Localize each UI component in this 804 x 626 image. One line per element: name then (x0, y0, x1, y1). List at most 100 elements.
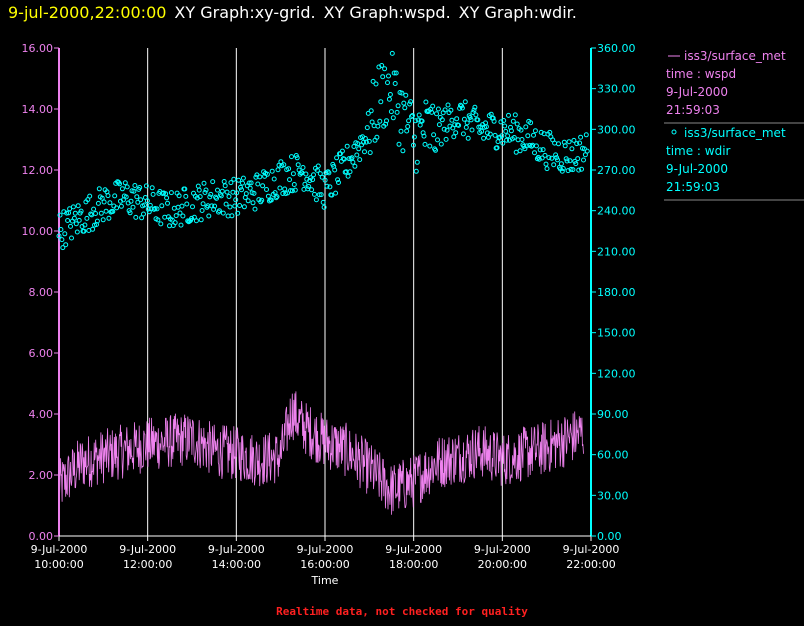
wdir-point (433, 147, 438, 153)
wdir-point (519, 137, 525, 142)
wdir-point (288, 188, 293, 194)
wdir-point (385, 80, 390, 86)
wdir-point (559, 168, 565, 174)
wdir-point (141, 211, 146, 217)
x-tick-label-time: 22:00:00 (566, 558, 615, 571)
right-tick-label: 210.00 (597, 245, 636, 258)
wdir-point (563, 156, 569, 162)
wdir-point (434, 111, 439, 117)
wdir-point (465, 135, 471, 141)
x-tick-label-time: 20:00:00 (478, 558, 527, 571)
wdir-point (137, 185, 143, 190)
wdir-point (495, 139, 501, 145)
wdir-point (210, 179, 216, 185)
wdir-point (239, 187, 244, 193)
wdir-point (307, 178, 313, 184)
wdir-point (105, 193, 111, 199)
wdir-point (91, 206, 97, 212)
wdir-point (574, 141, 580, 147)
wdir-point (514, 121, 520, 127)
legend-text-line: time : wspd (666, 67, 736, 81)
wdir-point (461, 116, 467, 122)
wdir-point (417, 122, 423, 128)
wdir-point (568, 166, 574, 172)
wdir-point (569, 146, 575, 152)
wdir-point (451, 134, 457, 140)
wdir-point (349, 155, 355, 161)
tick-labels: 9-Jul-2000 10:00:00 9-Jul-2000 12:00:00 9-Ju… (22, 42, 636, 587)
legend-text-line: 21:59:03 (666, 180, 720, 194)
wdir-point (454, 116, 460, 122)
wdir-point (564, 158, 570, 164)
wdir-point (189, 215, 195, 221)
wdir-point (525, 133, 531, 139)
right-tick-label: 240.00 (597, 205, 636, 218)
right-tick-label: 150.00 (597, 327, 636, 340)
wdir-point (327, 184, 333, 190)
wdir-point (114, 205, 120, 211)
wdir-point (444, 127, 450, 133)
wdir-point (197, 194, 203, 200)
wdir-point (367, 150, 373, 156)
wdir-point (528, 120, 534, 126)
wdir-point (430, 103, 436, 109)
wdir-point (76, 217, 82, 223)
wdir-point (532, 150, 537, 156)
wdir-point (144, 198, 150, 204)
wdir-point (142, 202, 147, 208)
wdir-point (245, 198, 251, 204)
wdir-point (382, 66, 388, 72)
wdir-point (473, 112, 479, 118)
wdir-point (531, 132, 536, 138)
title-xy-grid: XY Graph:xy-grid. (174, 3, 316, 22)
wdir-point (329, 192, 335, 198)
wdir-point (558, 161, 564, 167)
wdir-point (502, 123, 508, 129)
wdir-point (183, 193, 189, 199)
legend-text-line: iss3/surface_met (684, 126, 786, 140)
wdir-point (216, 208, 222, 214)
wdir-point (517, 148, 523, 154)
wdir-point (510, 118, 516, 124)
x-tick-label-date: 9-Jul-2000 (385, 543, 442, 556)
left-tick-label: 8.00 (29, 286, 54, 299)
wdir-point (475, 117, 481, 123)
wdir-point (407, 101, 413, 107)
wdir-point (370, 78, 376, 84)
wdir-point (356, 146, 362, 152)
wdir-point (151, 206, 157, 212)
wdir-point (438, 141, 444, 147)
wdir-point (380, 74, 386, 80)
wdir-point (251, 190, 257, 196)
wdir-point (96, 186, 102, 192)
wdir-point (579, 166, 584, 172)
wdir-point (264, 171, 270, 177)
wdir-point (410, 113, 415, 118)
legend-text-line: 21:59:03 (666, 103, 720, 117)
wdir-point (232, 203, 238, 209)
legend-text-line: time : wdir (666, 144, 731, 158)
wdir-point (408, 99, 414, 105)
x-tick-label-date: 9-Jul-2000 (474, 543, 531, 556)
left-tick-label: 6.00 (29, 347, 54, 360)
wdir-point (212, 203, 218, 209)
wdir-point (100, 217, 106, 223)
wdir-point (542, 152, 548, 158)
wdir-point (369, 119, 375, 125)
wdir-point (423, 99, 429, 105)
wdir-point (193, 218, 199, 224)
wdir-point (566, 139, 572, 145)
wdir-point (133, 214, 139, 220)
wdir-point (98, 210, 104, 216)
wdir-point (177, 210, 183, 216)
wdir-point (106, 215, 112, 221)
wdir-point (324, 183, 330, 189)
wdir-point (248, 180, 254, 186)
wdir-point (169, 217, 175, 223)
x-tick-label-date: 9-Jul-2000 (119, 543, 176, 556)
wdir-point (416, 112, 422, 118)
left-tick-label: 12.00 (22, 164, 54, 177)
